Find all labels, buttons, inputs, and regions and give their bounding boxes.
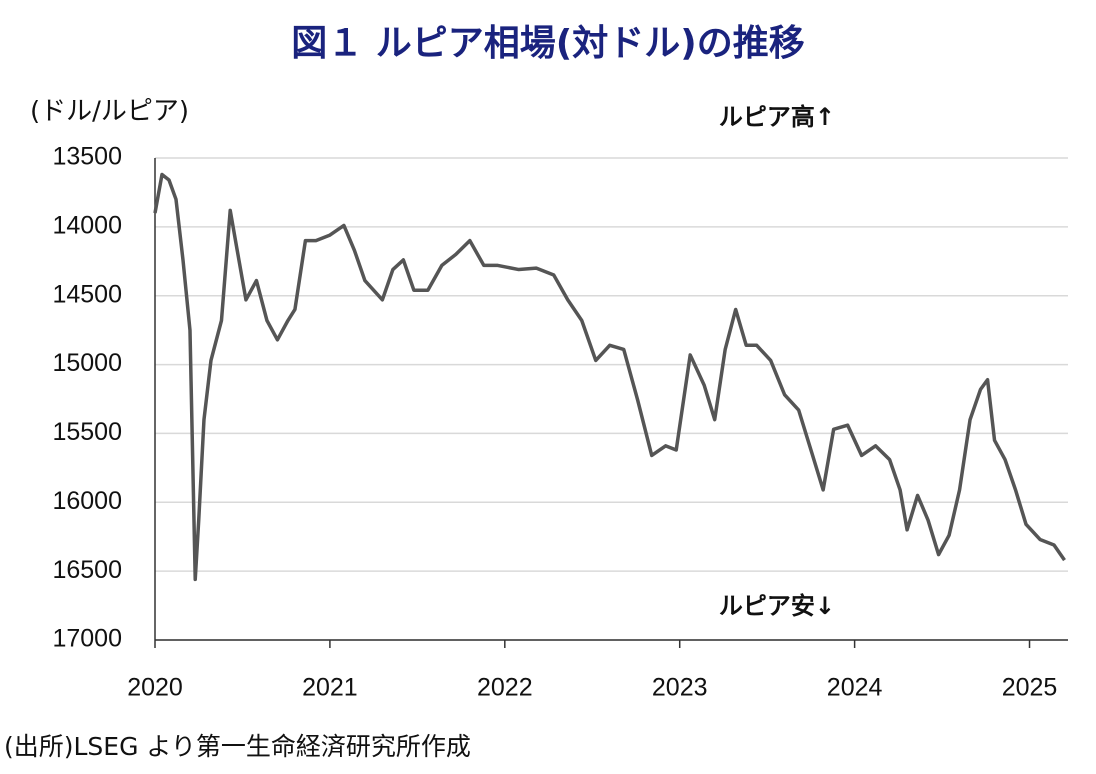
x-tick-label: 2024	[827, 674, 883, 702]
y-tick-label: 15000	[52, 349, 122, 377]
y-tick-label: 16500	[52, 556, 122, 584]
x-tick-label: 2020	[127, 674, 183, 702]
y-tick-label: 16000	[52, 487, 122, 515]
y-tick-label: 14000	[52, 211, 122, 239]
y-axis-label: (ドル/ルピア)	[30, 97, 189, 127]
y-tick-label: 15500	[52, 418, 122, 446]
y-tick-label: 17000	[52, 625, 122, 653]
data-line	[153, 172, 1066, 582]
source-note: (出所)LSEG より第一生命経済研究所作成	[4, 732, 471, 761]
chart-title: 図１ ルピア相場(対ドル)の推移	[291, 23, 804, 64]
x-tick-label: 2021	[302, 674, 358, 702]
y-tick-label: 13500	[52, 143, 122, 171]
annotation: ルピア高↑	[719, 103, 835, 131]
x-tick-label: 2022	[477, 674, 533, 702]
annotation: ルピア安↓	[719, 592, 835, 620]
y-tick-label: 14500	[52, 280, 122, 308]
x-tick-label: 2025	[1002, 674, 1058, 702]
x-tick-label: 2023	[652, 674, 708, 702]
